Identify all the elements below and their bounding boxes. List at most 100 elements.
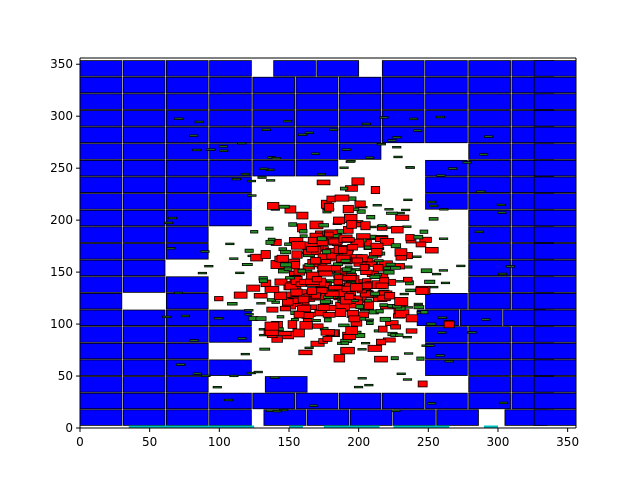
wall-brick xyxy=(165,226,209,243)
small-brick xyxy=(257,176,267,179)
wall-brick xyxy=(122,226,166,243)
y-tick-label: 100 xyxy=(50,317,73,331)
cluster-fragment xyxy=(386,211,398,215)
wall-brick xyxy=(295,76,339,94)
small-brick xyxy=(192,148,202,152)
small-brick xyxy=(212,386,222,389)
cluster-brick xyxy=(347,243,358,251)
small-brick xyxy=(206,148,216,151)
cluster-brick xyxy=(291,241,306,250)
wall-brick xyxy=(165,176,209,193)
cluster-brick xyxy=(370,242,384,249)
cluster-brick xyxy=(287,320,298,329)
wall-brick xyxy=(80,276,123,293)
cluster-fragment xyxy=(428,217,439,221)
wall-brick xyxy=(533,293,576,310)
wall-brick xyxy=(468,60,511,77)
cluster-brick xyxy=(395,255,407,261)
cluster-fragment xyxy=(265,239,275,245)
small-brick xyxy=(476,190,486,193)
cluster-fragment xyxy=(373,259,384,263)
cluster-fragment xyxy=(259,347,271,351)
cluster-fragment xyxy=(366,214,376,220)
small-brick xyxy=(240,172,250,176)
wall-brick xyxy=(393,409,436,426)
cluster-brick xyxy=(266,306,279,313)
small-brick xyxy=(437,331,447,334)
cluster-brick xyxy=(415,241,427,248)
wall-brick xyxy=(209,60,252,77)
cluster-fragment xyxy=(364,299,373,303)
cluster-brick xyxy=(279,305,291,312)
cluster-fragment xyxy=(340,258,351,263)
wall-brick xyxy=(80,76,123,94)
cluster-fragment xyxy=(258,278,268,284)
wall-brick xyxy=(80,259,123,277)
small-brick xyxy=(427,402,437,405)
small-brick xyxy=(173,291,184,295)
wall-brick xyxy=(273,60,316,77)
cluster-fragment xyxy=(355,304,364,310)
cluster-brick xyxy=(371,248,383,256)
cluster-brick xyxy=(297,295,310,304)
y-tick-label: 0 xyxy=(65,421,73,435)
wall-brick xyxy=(122,159,166,177)
wall-brick xyxy=(122,326,166,343)
cluster-fragment xyxy=(369,274,381,280)
cluster-brick xyxy=(405,234,415,242)
wall-brick xyxy=(468,259,511,277)
small-brick xyxy=(379,116,389,119)
wall-brick xyxy=(80,209,123,227)
cluster-brick xyxy=(354,200,366,208)
small-brick xyxy=(200,250,210,253)
x-tick-label: 300 xyxy=(487,435,510,449)
cluster-brick xyxy=(356,233,371,240)
wall-brick xyxy=(165,93,209,110)
wall-brick xyxy=(468,93,511,110)
small-brick xyxy=(271,157,281,160)
small-brick xyxy=(360,341,371,345)
small-brick xyxy=(162,315,172,319)
wall-brick xyxy=(209,126,252,144)
cluster-fragment xyxy=(420,310,429,315)
wall-brick xyxy=(263,409,307,426)
cluster-fragment xyxy=(297,268,306,274)
cluster-fragment xyxy=(383,269,395,275)
cluster-brick xyxy=(333,216,345,225)
wall-brick xyxy=(425,93,468,110)
small-brick xyxy=(402,378,413,381)
small-brick xyxy=(214,317,224,320)
small-brick xyxy=(413,129,423,132)
small-brick xyxy=(342,148,352,151)
cluster-brick xyxy=(337,246,348,254)
small-brick xyxy=(365,156,375,159)
wall-brick xyxy=(122,209,166,227)
small-brick xyxy=(405,166,415,169)
small-brick xyxy=(353,385,364,389)
cluster-brick xyxy=(322,335,333,342)
wall-brick xyxy=(533,126,576,144)
x-tick-label: 350 xyxy=(556,435,579,449)
cluster-fragment xyxy=(385,262,396,267)
wall-brick xyxy=(295,110,339,127)
small-brick xyxy=(387,139,397,142)
wall-brick xyxy=(80,376,123,393)
small-brick xyxy=(270,376,280,379)
small-brick xyxy=(204,264,214,268)
small-brick xyxy=(479,153,489,156)
cluster-fragment xyxy=(375,309,384,314)
wall-brick xyxy=(468,359,511,376)
cluster-brick xyxy=(374,355,388,363)
small-brick xyxy=(244,313,254,316)
small-brick xyxy=(197,271,207,275)
cluster-brick xyxy=(311,276,323,283)
cluster-fragment xyxy=(379,316,392,322)
cluster-brick xyxy=(273,291,288,301)
small-brick xyxy=(166,247,176,250)
small-brick xyxy=(483,135,494,138)
cluster-brick xyxy=(376,338,387,346)
cluster-brick xyxy=(292,328,305,338)
cluster-brick xyxy=(443,320,455,329)
cluster-fragment xyxy=(312,319,321,323)
wall-brick xyxy=(122,243,166,260)
